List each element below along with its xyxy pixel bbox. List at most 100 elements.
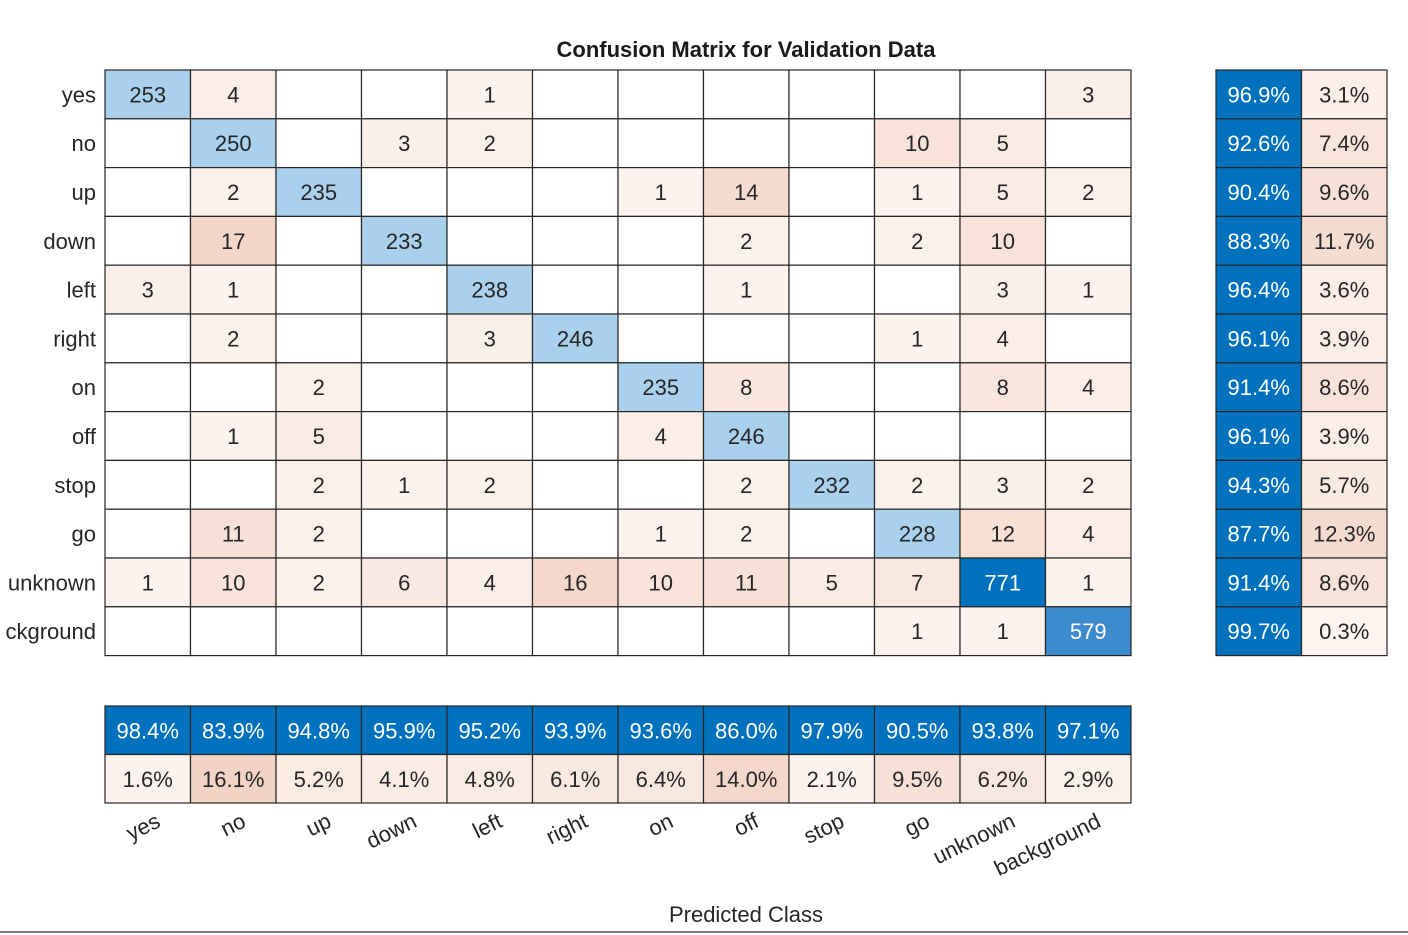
matrix-cell-value: 3 xyxy=(142,278,154,303)
matrix-cell xyxy=(702,69,790,120)
matrix-cell xyxy=(360,167,448,218)
row-correct-value: 99.7% xyxy=(1228,619,1290,644)
column-summary-panel: 98.4% 1.6% 83.9% 16.1% 94.8% 5.2% 95.9% 4.1% 95.… xyxy=(104,705,1132,804)
matrix-cell xyxy=(189,362,277,413)
matrix-cell-value: 2 xyxy=(227,326,239,351)
col-correct-cell xyxy=(104,705,192,756)
row-incorrect-cell xyxy=(1300,264,1388,315)
matrix-cell-value: 4 xyxy=(997,326,1009,351)
matrix-cell xyxy=(531,69,619,120)
col-incorrect-cell xyxy=(702,753,790,804)
matrix-cell-value: 16 xyxy=(563,570,587,595)
column-tick-labels: yes no up down left right on off stop gounknownba… xyxy=(122,808,1104,881)
column-tick-label: yes xyxy=(122,808,164,845)
matrix-cell xyxy=(360,411,448,462)
row-incorrect-value: 12.3% xyxy=(1313,522,1375,547)
matrix-cell-value: 2 xyxy=(1082,180,1094,205)
matrix-cell xyxy=(360,264,448,315)
matrix-cell-value: 1 xyxy=(997,619,1009,644)
matrix-cell xyxy=(959,215,1047,266)
col-correct-value: 86.0% xyxy=(715,718,777,743)
matrix-cell-value: 2 xyxy=(313,522,325,547)
matrix-cell xyxy=(104,606,192,657)
column-tick-label: up xyxy=(302,808,335,841)
matrix-cell xyxy=(788,264,876,315)
window-bottom-border xyxy=(0,931,1408,933)
col-incorrect-cell xyxy=(446,753,534,804)
matrix-cell xyxy=(617,118,705,169)
matrix-cell xyxy=(104,508,192,559)
matrix-cell-value: 579 xyxy=(1070,619,1107,644)
matrix-cell-value: 3 xyxy=(1082,82,1094,107)
col-correct-value: 97.1% xyxy=(1057,718,1119,743)
matrix-cell-value: 17 xyxy=(221,229,245,254)
matrix-cell xyxy=(275,459,363,510)
matrix-cell xyxy=(275,557,363,608)
matrix-cell-value: 8 xyxy=(740,375,752,400)
matrix-cell-value: 5 xyxy=(826,570,838,595)
matrix-cell-value: 233 xyxy=(386,229,423,254)
matrix-cell xyxy=(104,69,192,120)
row-correct-cell xyxy=(1215,606,1303,657)
matrix-cell xyxy=(788,167,876,218)
row-incorrect-value: 11.7% xyxy=(1314,229,1375,254)
matrix-cell xyxy=(360,69,448,120)
col-incorrect-value: 1.6% xyxy=(123,767,173,792)
row-incorrect-value: 5.7% xyxy=(1319,473,1369,498)
matrix-cell-value: 10 xyxy=(649,570,673,595)
matrix-cell xyxy=(446,313,534,364)
row-incorrect-cell xyxy=(1300,362,1388,413)
col-correct-cell xyxy=(788,705,876,756)
matrix-cell-value: 246 xyxy=(728,424,765,449)
column-tick-label: no xyxy=(216,808,249,841)
row-tick-label: unknown xyxy=(8,570,96,595)
matrix-cell xyxy=(959,362,1047,413)
matrix-cell-value: 6 xyxy=(398,570,410,595)
row-incorrect-value: 8.6% xyxy=(1319,570,1369,595)
column-tick-label: on xyxy=(644,808,677,841)
matrix-cell xyxy=(1044,69,1132,120)
col-incorrect-cell xyxy=(189,753,277,804)
matrix-cell-value: 2 xyxy=(911,229,923,254)
matrix-cell-value: 228 xyxy=(899,522,936,547)
matrix-cell xyxy=(959,557,1047,608)
column-tick-label: stop xyxy=(800,808,848,849)
row-incorrect-value: 3.9% xyxy=(1319,424,1369,449)
matrix-cell xyxy=(189,167,277,218)
matrix-cell xyxy=(788,118,876,169)
column-tick-label: right xyxy=(542,808,591,849)
row-correct-cell xyxy=(1215,215,1303,266)
matrix-cell-value: 5 xyxy=(997,180,1009,205)
matrix-cell xyxy=(617,215,705,266)
col-incorrect-value: 2.1% xyxy=(807,767,857,792)
col-incorrect-cell xyxy=(360,753,448,804)
matrix-cell-value: 3 xyxy=(997,278,1009,303)
matrix-cell-value: 11 xyxy=(735,570,758,595)
matrix-cell xyxy=(1044,362,1132,413)
matrix-cell-value: 2 xyxy=(313,570,325,595)
matrix-cell-value: 4 xyxy=(227,82,239,107)
matrix-cell xyxy=(275,69,363,120)
row-tick-label: stop xyxy=(54,473,96,498)
col-correct-value: 94.8% xyxy=(288,718,350,743)
matrix-cell xyxy=(702,264,790,315)
matrix-cell-value: 10 xyxy=(991,229,1015,254)
matrix-cell-value: 2 xyxy=(740,229,752,254)
col-incorrect-cell xyxy=(617,753,705,804)
matrix-cell xyxy=(617,69,705,120)
matrix-cell xyxy=(873,557,961,608)
row-incorrect-value: 3.9% xyxy=(1319,326,1369,351)
row-incorrect-cell xyxy=(1300,508,1388,559)
col-incorrect-cell xyxy=(531,753,619,804)
matrix-cell-value: 2 xyxy=(740,522,752,547)
col-correct-cell xyxy=(617,705,705,756)
matrix-cell xyxy=(617,313,705,364)
matrix-cell xyxy=(360,459,448,510)
matrix-cell xyxy=(531,118,619,169)
matrix-cell xyxy=(189,459,277,510)
matrix-cell xyxy=(531,606,619,657)
row-tick-label: yes xyxy=(62,82,96,107)
row-correct-cell xyxy=(1215,313,1303,364)
